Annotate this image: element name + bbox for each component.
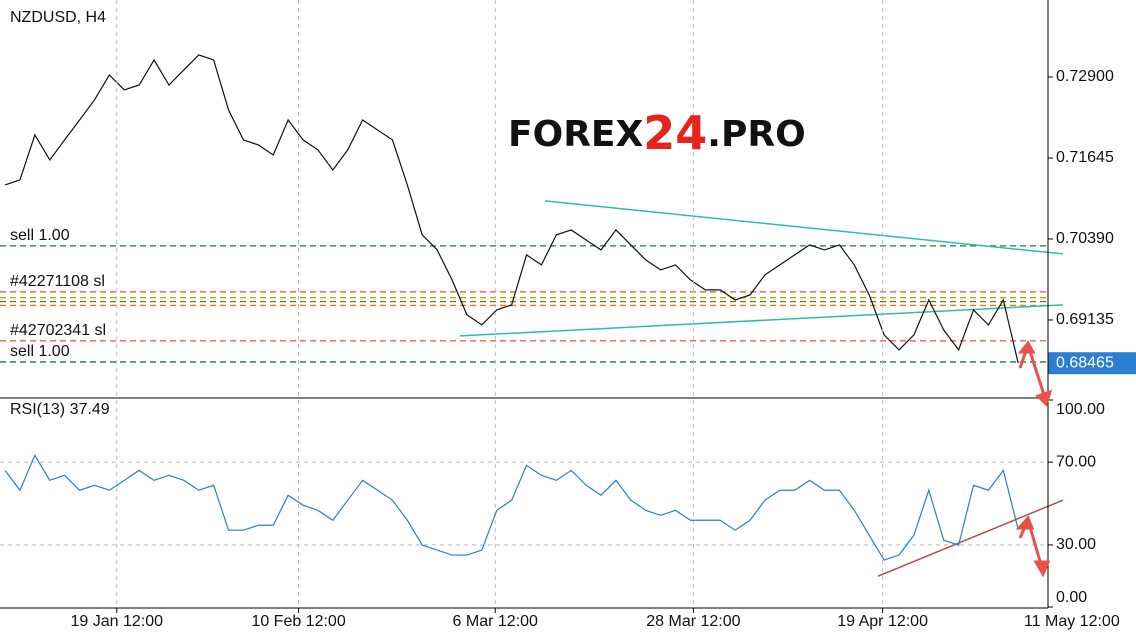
trendline <box>877 499 1064 577</box>
arrow-head <box>1035 389 1053 407</box>
level-label: sell 1.00 <box>10 343 70 360</box>
y-tick-label: 0.71645 <box>1056 149 1114 166</box>
watermark-part: FOREX <box>508 114 644 155</box>
y-tick-label: 30.00 <box>1056 536 1096 553</box>
watermark-part: .PRO <box>707 114 805 155</box>
watermark-part: 24 <box>643 106 707 160</box>
level-label: #42271108 sl <box>10 273 105 290</box>
arrow-head <box>1017 340 1036 354</box>
y-tick-label: 0.72900 <box>1056 68 1114 85</box>
arrows <box>1015 340 1053 578</box>
y-tick-label: 0.00 <box>1056 589 1087 606</box>
y-tick-label: 70.00 <box>1056 453 1096 470</box>
x-tick-label: 11 May 12:00 <box>1024 613 1120 630</box>
trendline <box>544 200 1063 255</box>
y-tick-label: 0.69135 <box>1056 311 1114 328</box>
x-tick-label: 19 Apr 12:00 <box>837 613 928 630</box>
level-label: #42702341 sl <box>10 322 106 339</box>
arrow-head <box>1033 560 1051 578</box>
last-price-label: 0.68465 <box>1056 354 1114 371</box>
y-tick-label: 100.00 <box>1056 401 1105 418</box>
x-tick-label: 6 Mar 12:00 <box>453 613 538 630</box>
y-tick-label: 0.70390 <box>1056 230 1114 247</box>
rsi-title: RSI(13) 37.49 <box>10 401 110 418</box>
trendline <box>459 304 1063 337</box>
arrow-head <box>1015 515 1035 530</box>
series-line <box>4 54 1019 364</box>
series-line <box>4 453 1019 561</box>
x-tick-label: 28 Mar 12:00 <box>646 613 740 630</box>
x-tick-label: 19 Jan 12:00 <box>71 613 164 630</box>
watermark: FOREX24.PRO <box>508 106 806 160</box>
chart-title: NZDUSD, H4 <box>10 9 106 26</box>
x-tick-label: 10 Feb 12:00 <box>251 613 345 630</box>
level-label: sell 1.00 <box>10 227 70 244</box>
last-price-tag <box>1048 352 1136 375</box>
